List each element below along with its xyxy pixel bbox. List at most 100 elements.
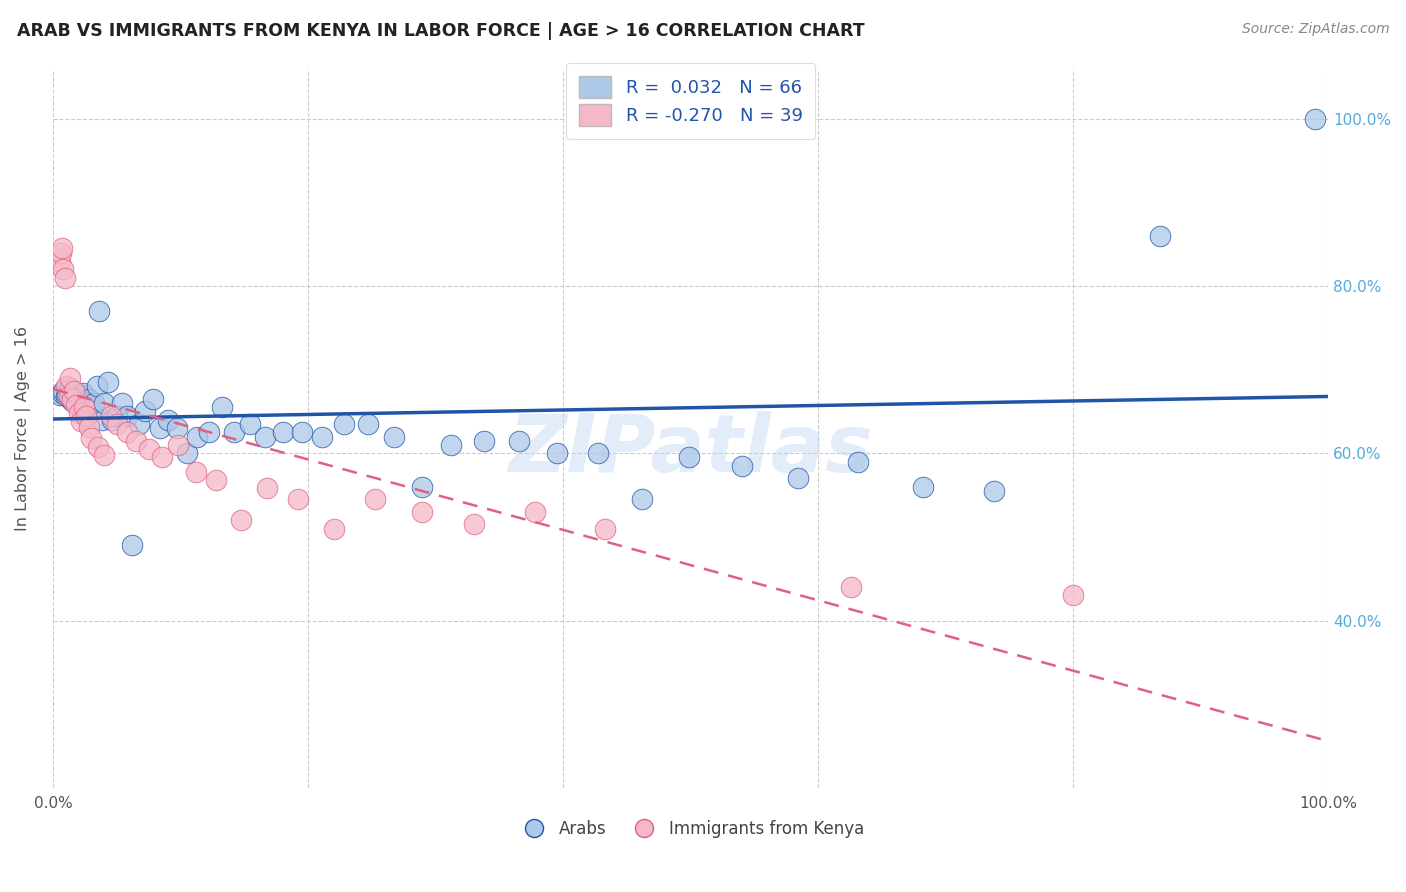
Text: ZIPatlas: ZIPatlas [508, 410, 873, 489]
Point [63, 385, 86, 400]
Point [508, 434, 530, 448]
Point [60, 394, 83, 409]
Point [87, 440, 110, 454]
Legend: Arabs, Immigrants from Kenya: Arabs, Immigrants from Kenya [510, 813, 870, 844]
Point [546, 446, 568, 460]
Point [100, 409, 122, 423]
Point [166, 421, 188, 435]
Point [60, 392, 83, 406]
Point [524, 505, 547, 519]
Point [150, 450, 173, 465]
Point [287, 492, 309, 507]
Point [73, 401, 96, 415]
Point [75, 401, 97, 415]
Point [60, 392, 83, 406]
Point [186, 429, 208, 443]
Point [48, 388, 70, 402]
Point [80, 431, 103, 445]
Point [55, 379, 77, 393]
Point [49, 245, 72, 260]
Point [76, 396, 98, 410]
Point [128, 417, 150, 431]
Point [678, 450, 700, 465]
Point [69, 392, 91, 406]
Point [839, 580, 862, 594]
Point [48, 253, 70, 268]
Point [83, 396, 105, 410]
Point [238, 417, 260, 431]
Point [256, 482, 278, 496]
Point [93, 448, 115, 462]
Point [846, 455, 869, 469]
Point [65, 398, 87, 412]
Point [291, 425, 314, 440]
Point [205, 473, 228, 487]
Point [86, 379, 108, 393]
Point [224, 425, 246, 440]
Point [311, 429, 333, 443]
Point [786, 471, 808, 485]
Point [105, 409, 128, 423]
Point [62, 384, 84, 398]
Point [333, 417, 356, 431]
Text: ARAB VS IMMIGRANTS FROM KENYA IN LABOR FORCE | AGE > 16 CORRELATION CHART: ARAB VS IMMIGRANTS FROM KENYA IN LABOR F… [17, 22, 865, 40]
Point [111, 396, 134, 410]
Point [58, 384, 80, 398]
Point [411, 480, 433, 494]
Point [1149, 228, 1171, 243]
Point [93, 396, 115, 410]
Point [731, 458, 754, 473]
Point [411, 505, 433, 519]
Point [382, 429, 405, 443]
Point [51, 241, 73, 255]
Point [67, 398, 90, 412]
Point [149, 421, 172, 435]
Point [125, 434, 148, 448]
Point [1305, 112, 1327, 126]
Point [52, 384, 75, 399]
Point [911, 480, 934, 494]
Point [59, 371, 82, 385]
Point [75, 409, 97, 423]
Point [56, 387, 79, 401]
Point [101, 413, 124, 427]
Point [115, 425, 138, 440]
Point [62, 389, 84, 403]
Point [58, 389, 80, 403]
Y-axis label: In Labor Force | Age > 16: In Labor Force | Age > 16 [15, 326, 31, 531]
Point [593, 522, 616, 536]
Point [167, 438, 190, 452]
Point [105, 417, 128, 431]
Point [176, 446, 198, 460]
Point [67, 406, 90, 420]
Point [70, 415, 93, 429]
Point [138, 442, 160, 456]
Point [271, 425, 294, 440]
Point [184, 465, 207, 479]
Point [363, 492, 385, 507]
Point [51, 386, 73, 401]
Point [59, 381, 82, 395]
Point [65, 392, 87, 406]
Point [586, 446, 609, 460]
Point [70, 388, 93, 402]
Point [134, 404, 156, 418]
Point [440, 438, 463, 452]
Point [72, 386, 94, 401]
Point [472, 434, 495, 448]
Point [253, 429, 276, 443]
Point [631, 492, 654, 507]
Point [77, 392, 100, 406]
Point [55, 389, 77, 403]
Text: Source: ZipAtlas.com: Source: ZipAtlas.com [1241, 22, 1389, 37]
Point [97, 375, 120, 389]
Point [1062, 589, 1084, 603]
Point [156, 413, 179, 427]
Point [80, 404, 103, 418]
Point [121, 538, 143, 552]
Point [142, 392, 165, 406]
Point [983, 483, 1005, 498]
Point [357, 417, 380, 431]
Point [115, 409, 138, 423]
Point [66, 396, 89, 410]
